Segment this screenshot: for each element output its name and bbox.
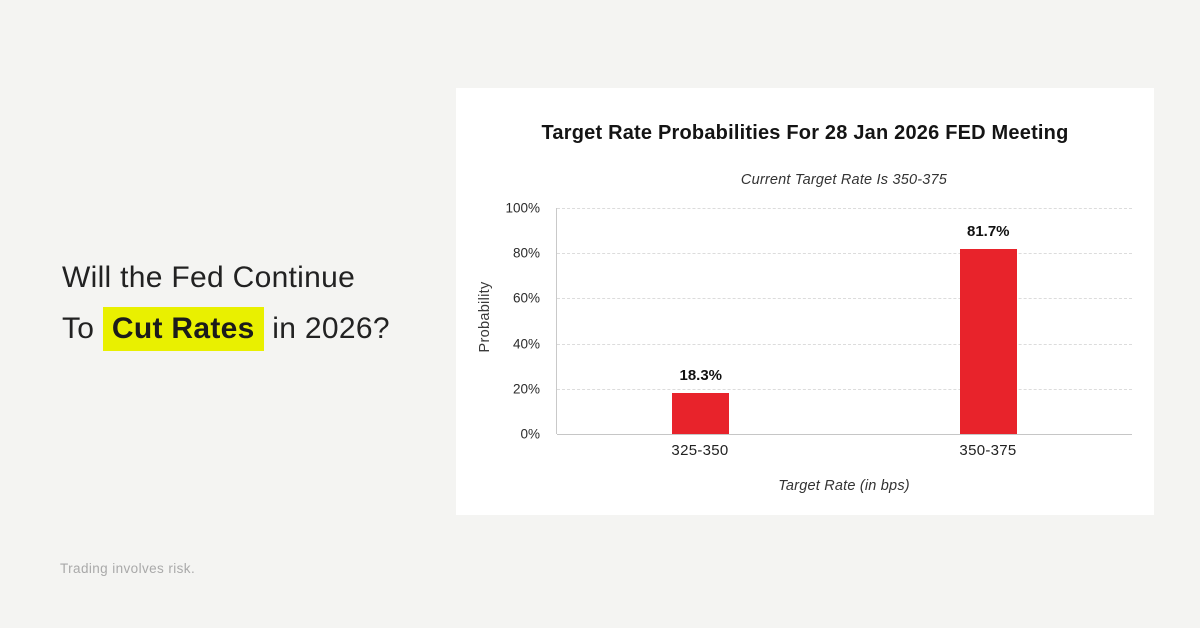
headline-line2: To Cut Rates in 2026? — [62, 303, 390, 354]
chart-title: Target Rate Probabilities For 28 Jan 202… — [541, 122, 1069, 144]
gridline — [557, 388, 1132, 390]
gridline — [557, 343, 1132, 345]
bar-value-label: 81.7% — [966, 223, 1010, 241]
y-tick-label: 60% — [512, 290, 540, 306]
headline-line2-suffix: in 2026? — [263, 312, 390, 345]
bar-325-350 — [672, 392, 730, 434]
y-tick-label: 40% — [512, 336, 540, 352]
gridline — [557, 208, 1132, 209]
gridline — [557, 253, 1132, 255]
x-axis-line — [557, 434, 1132, 435]
x-category-label: 350-375 — [959, 442, 1017, 459]
gridline — [557, 298, 1132, 300]
chart-subtitle: Current Target Rate Is 350-375 — [740, 172, 948, 188]
headline: Will the Fed Continue To Cut Rates in 20… — [62, 252, 390, 354]
headline-highlight: Cut Rates — [102, 307, 264, 351]
headline-line2-prefix: To — [62, 312, 103, 345]
bar-value-label: 18.3% — [679, 366, 723, 384]
y-tick-label: 100% — [505, 200, 540, 216]
x-category-label: 325-350 — [671, 442, 729, 459]
bar-350-375 — [959, 249, 1017, 434]
headline-line1: Will the Fed Continue — [62, 261, 356, 294]
chart-card: Target Rate Probabilities For 28 Jan 202… — [456, 88, 1154, 515]
y-tick-label: 0% — [520, 426, 540, 442]
x-categories: 325-350 350-375 — [556, 434, 1132, 459]
y-tick-label: 80% — [512, 245, 540, 261]
y-tick-label: 20% — [512, 381, 540, 397]
plot-area: 18.3% 81.7% — [556, 208, 1132, 435]
disclaimer-text: Trading involves risk. — [60, 561, 196, 576]
y-ticks: 0% 20% 40% 60% 80% 100% — [480, 201, 548, 442]
x-axis-title: Target Rate (in bps) — [778, 478, 910, 494]
